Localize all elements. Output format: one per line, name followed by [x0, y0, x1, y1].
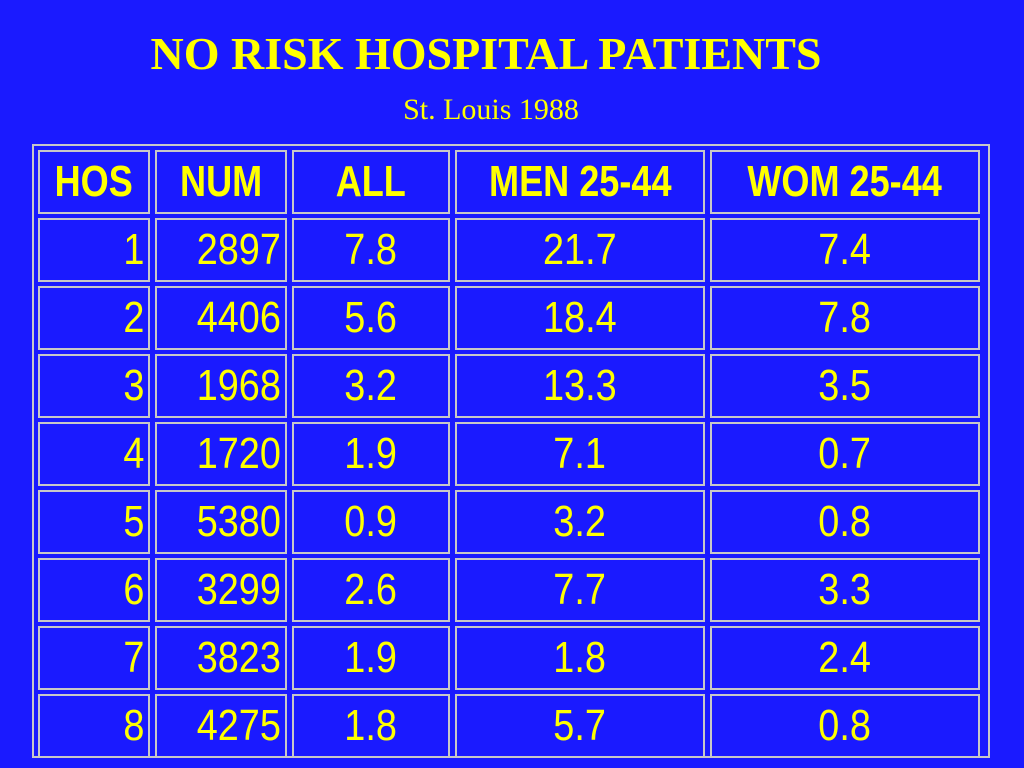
cell-wom: 7.8: [710, 286, 980, 350]
cell-hos: 7: [38, 626, 150, 690]
cell-all: 1.8: [292, 694, 450, 758]
cell-hos: 3: [38, 354, 150, 418]
cell-num: 1720: [155, 422, 287, 486]
cell-all: 1.9: [292, 422, 450, 486]
cell-hos: 6: [38, 558, 150, 622]
cell-hos: 2: [38, 286, 150, 350]
cell-men: 7.1: [455, 422, 705, 486]
cell-men: 21.7: [455, 218, 705, 282]
cell-all: 5.6: [292, 286, 450, 350]
cell-men: 1.8: [455, 626, 705, 690]
cell-num: 1968: [155, 354, 287, 418]
cell-num: 2897: [155, 218, 287, 282]
cell-men: 7.7: [455, 558, 705, 622]
cell-num: 5380: [155, 490, 287, 554]
cell-hos: 5: [38, 490, 150, 554]
header-wom-25-44: WOM 25-44: [710, 150, 980, 214]
cell-wom: 3.3: [710, 558, 980, 622]
header-num: NUM: [155, 150, 287, 214]
cell-all: 0.9: [292, 490, 450, 554]
cell-wom: 3.5: [710, 354, 980, 418]
cell-wom: 7.4: [710, 218, 980, 282]
cell-hos: 4: [38, 422, 150, 486]
header-hos: HOS: [38, 150, 150, 214]
cell-wom: 0.7: [710, 422, 980, 486]
cell-wom: 0.8: [710, 694, 980, 758]
cell-all: 3.2: [292, 354, 450, 418]
cell-men: 13.3: [455, 354, 705, 418]
header-men-25-44: MEN 25-44: [455, 150, 705, 214]
header-all: ALL: [292, 150, 450, 214]
cell-num: 4406: [155, 286, 287, 350]
cell-num: 3299: [155, 558, 287, 622]
data-table: HOS NUM ALL MEN 25-44 WOM 25-44 1 2897 7…: [32, 144, 990, 758]
cell-all: 1.9: [292, 626, 450, 690]
cell-men: 18.4: [455, 286, 705, 350]
cell-hos: 8: [38, 694, 150, 758]
cell-num: 4275: [155, 694, 287, 758]
cell-men: 5.7: [455, 694, 705, 758]
cell-all: 7.8: [292, 218, 450, 282]
cell-wom: 0.8: [710, 490, 980, 554]
slide-subtitle: St. Louis 1988: [403, 93, 579, 126]
slide-title: NO RISK HOSPITAL PATIENTS: [150, 28, 822, 79]
table-grid: HOS NUM ALL MEN 25-44 WOM 25-44 1 2897 7…: [38, 150, 980, 758]
cell-all: 2.6: [292, 558, 450, 622]
cell-men: 3.2: [455, 490, 705, 554]
cell-wom: 2.4: [710, 626, 980, 690]
cell-hos: 1: [38, 218, 150, 282]
cell-num: 3823: [155, 626, 287, 690]
